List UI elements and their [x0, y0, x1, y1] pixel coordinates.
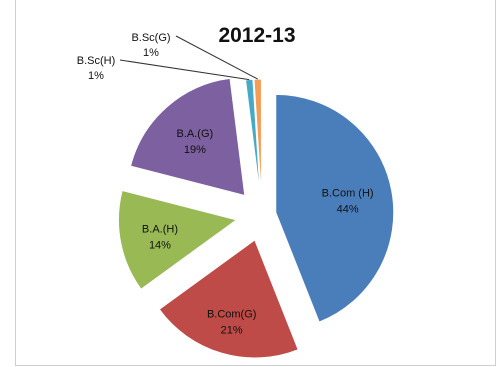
- slice-label-b-sc-h: B.Sc(H): [77, 55, 116, 67]
- pie-slice-b-com-h: [275, 93, 395, 323]
- slice-label-b-sc-g: B.Sc(G): [131, 32, 170, 44]
- pie-slice-b-a-g: [129, 77, 246, 197]
- slice-value-b-com-h: 44%: [337, 204, 359, 216]
- leader-line-b-sc-h: [119, 59, 250, 81]
- pie-slice-b-a-h: [118, 189, 238, 290]
- leader-line-b-sc-g: [175, 35, 258, 80]
- pie-slice-b-com-g: [158, 239, 299, 359]
- slice-value-b-com-g: 21%: [221, 324, 243, 336]
- slice-value-b-sc-h: 1%: [88, 70, 104, 82]
- slice-value-b-a-g: 19%: [184, 144, 206, 156]
- chart-title: 2012-13: [218, 24, 295, 47]
- slice-label-b-com-g: B.Com(G): [207, 308, 257, 320]
- pie-slice-b-sc-g: [253, 78, 262, 198]
- slice-value-b-sc-g: 1%: [143, 47, 159, 59]
- slice-label-b-com-h: B.Com (H): [322, 188, 374, 200]
- slice-label-b-a-h: B.A.(H): [142, 223, 178, 235]
- slice-value-b-a-h: 14%: [149, 239, 171, 251]
- slice-label-b-a-g: B.A.(G): [177, 128, 214, 140]
- chart-frame: [15, 0, 496, 366]
- pie-slice-b-sc-h: [244, 78, 261, 198]
